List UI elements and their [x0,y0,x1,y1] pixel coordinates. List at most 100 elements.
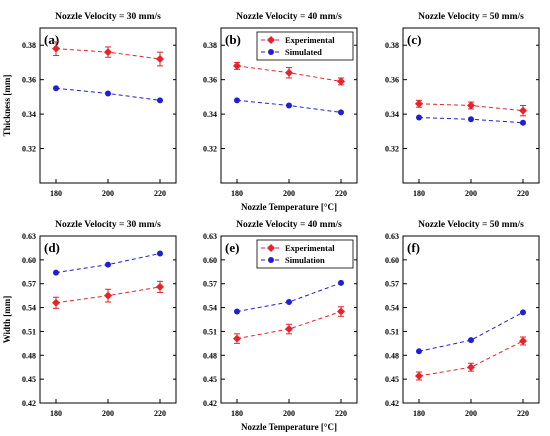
data-point-experimental [156,282,164,291]
legend-marker-simulated [268,49,274,55]
x-axis-label: Nozzle Temperature [°C] [241,422,337,432]
x-tick-label: 220 [335,189,347,198]
y-tick-label: 0.45 [385,375,399,384]
data-point-simulated [416,114,422,121]
y-tick-label: 0.45 [203,375,217,384]
panel-b: Nozzle Velocity = 40 mm/s (b) 0.32 0.34 0.36… [203,12,358,212]
panel-title: Nozzle Velocity = 50 mm/s [418,12,524,22]
x-tick-label: 180 [50,189,62,198]
panel-e: Nozzle Velocity = 40 mm/s (e) 0.42 0.45 0.48… [203,220,358,432]
data-point-experimental [467,101,475,110]
data-point-experimental [415,99,423,108]
plot-frame [402,235,540,404]
legend-box [256,239,354,269]
data-point-experimental [519,106,527,115]
data-point-simulated [53,85,59,92]
x-tick-label: 180 [231,409,243,418]
data-point-simulated [105,261,111,268]
panel-title: Nozzle Velocity = 30 mm/s [55,220,161,230]
y-tick-label: 0.36 [203,76,217,85]
panel-title: Nozzle Velocity = 40 mm/s [236,12,342,22]
x-tick-label: 220 [335,409,347,418]
y-tick-label: 0.54 [385,304,399,313]
y-tick-label: 0.63 [385,232,399,241]
data-point-experimental [519,336,527,345]
y-tick-label: 0.45 [22,375,36,384]
y-tick-label: 0.38 [385,41,399,50]
series-line-simulated [418,311,524,352]
x-tick-label: 200 [102,189,114,198]
legend: Experimental Simulation [256,239,354,269]
y-tick-label: 0.51 [385,327,399,336]
data-point-simulated [338,279,344,286]
panel-label: (b) [225,32,241,47]
y-axis-label: Width [mm] [2,296,12,344]
y-tick-label: 0.48 [22,351,36,360]
data-point-experimental [233,334,241,343]
y-tick-label: 0.34 [203,110,217,119]
x-tick-label: 200 [465,189,477,198]
panel-d: Nozzle Velocity = 30 mm/s (d) 0.42 0.45 0.48… [2,220,177,418]
data-point-simulated [286,299,292,306]
y-tick-label: 0.51 [203,327,217,336]
data-point-simulated [234,308,240,315]
data-point-simulated [105,90,111,97]
panel-a: Nozzle Velocity = 30 mm/s (a) 0.32 0.34 0.36… [2,12,177,198]
y-tick-label: 0.63 [22,232,36,241]
data-point-simulated [416,348,422,355]
y-tick-label: 0.51 [22,327,36,336]
data-point-experimental [467,363,475,372]
data-point-simulated [53,269,59,276]
panel-label: (d) [44,240,60,255]
data-point-experimental [415,371,423,380]
y-tick-label: 0.32 [385,145,399,154]
legend-label-experimental: Experimental [285,35,335,45]
y-tick-label: 0.38 [22,41,36,50]
legend-label-simulated: Simulation [285,255,325,265]
panel-title: Nozzle Velocity = 40 mm/s [236,220,342,230]
data-point-simulated [157,97,163,104]
x-tick-label: 220 [154,189,166,198]
x-tick-label: 220 [517,409,529,418]
y-tick-label: 0.34 [22,110,36,119]
data-point-simulated [157,250,163,257]
y-tick-label: 0.38 [203,41,217,50]
panel-label: (f) [407,240,420,255]
y-tick-label: 0.48 [385,351,399,360]
data-point-experimental [104,48,112,57]
data-point-experimental [285,68,293,77]
series-line-simulated [236,282,342,313]
data-point-experimental [233,61,241,70]
legend-box [256,31,354,61]
y-tick-label: 0.42 [22,399,36,408]
y-tick-label: 0.36 [385,76,399,85]
data-point-simulated [520,309,526,316]
panel-label: (c) [407,32,421,47]
x-tick-label: 200 [465,409,477,418]
panel-title: Nozzle Velocity = 50 mm/s [418,220,524,230]
legend: Experimental Simulated [256,31,354,61]
legend-label-simulated: Simulated [285,47,322,57]
x-tick-label: 180 [50,409,62,418]
data-point-simulated [520,119,526,126]
data-point-simulated [468,337,474,344]
y-tick-label: 0.32 [22,145,36,154]
y-tick-label: 0.57 [203,280,217,289]
y-tick-label: 0.54 [22,304,36,313]
y-axis-label: Thickness [mm] [2,75,12,137]
legend-marker-simulated [268,257,274,263]
data-point-simulated [338,109,344,116]
data-point-experimental [337,307,345,316]
x-tick-label: 220 [517,189,529,198]
x-tick-label: 180 [413,189,425,198]
y-tick-label: 0.42 [385,399,399,408]
panel-f: Nozzle Velocity = 50 mm/s (f) 0.42 0.45 0.48… [385,220,540,418]
y-tick-label: 0.60 [203,256,217,265]
data-point-experimental [52,298,60,307]
data-point-experimental [337,77,345,86]
y-tick-label: 0.32 [203,145,217,154]
y-tick-label: 0.60 [22,256,36,265]
y-tick-label: 0.42 [203,399,217,408]
data-point-simulated [234,97,240,104]
